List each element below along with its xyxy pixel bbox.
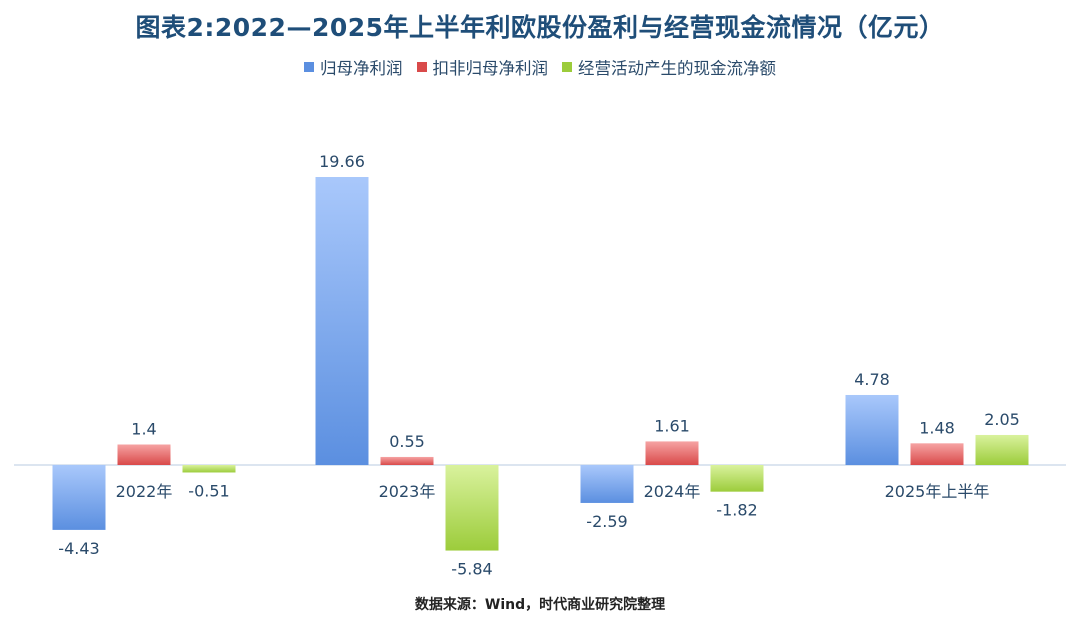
legend-swatch-operating-cash-flow: [562, 62, 572, 72]
data-label-series-1-category-0: 1.4: [131, 419, 156, 438]
data-label-series-1-category-3: 1.48: [919, 418, 955, 437]
data-label-series-1-category-1: 0.55: [389, 432, 425, 451]
bar-series-2-category-1: [445, 465, 499, 551]
chart-legend: 归母净利润 扣非归母净利润 经营活动产生的现金流净额: [0, 55, 1080, 79]
bar-series-1-category-2: [645, 441, 699, 465]
legend-swatch-net-profit: [304, 62, 314, 72]
legend-item-deducted-net-profit: 扣非归母净利润: [416, 55, 549, 79]
category-label-1: 2023年: [379, 482, 436, 501]
chart-title: 图表2:2022—2025年上半年利欧股份盈利与经营现金流情况（亿元）: [135, 13, 945, 42]
legend-label-operating-cash-flow: 经营活动产生的现金流净额: [578, 59, 776, 78]
bar-series-2-category-0: [182, 465, 236, 473]
bar-series-0-category-3: [845, 394, 899, 465]
data-label-series-0-category-3: 4.78: [854, 370, 890, 389]
data-label-series-0-category-1: 19.66: [319, 152, 365, 171]
legend-item-operating-cash-flow: 经营活动产生的现金流净额: [562, 55, 776, 79]
bar-series-1-category-1: [380, 456, 434, 465]
category-label-2: 2024年: [644, 482, 701, 501]
legend-label-net-profit: 归母净利润: [320, 59, 403, 78]
data-label-series-2-category-1: -5.84: [451, 560, 492, 579]
bar-series-0-category-1: [315, 177, 369, 465]
data-label-series-2-category-0: -0.51: [188, 481, 229, 500]
legend-item-net-profit: 归母净利润: [304, 55, 403, 79]
legend-swatch-deducted-net-profit: [416, 62, 427, 72]
bar-series-2-category-3: [975, 434, 1029, 465]
bar-series-0-category-0: [52, 465, 106, 530]
data-label-series-0-category-0: -4.43: [58, 539, 99, 558]
data-label-series-1-category-2: 1.61: [654, 416, 690, 435]
legend-label-deducted-net-profit: 扣非归母净利润: [432, 59, 549, 78]
bar-series-1-category-3: [910, 443, 964, 465]
category-label-3: 2025年上半年: [885, 482, 990, 501]
data-label-series-2-category-2: -1.82: [716, 501, 757, 520]
data-label-series-0-category-2: -2.59: [586, 512, 627, 531]
bar-series-2-category-2: [710, 465, 764, 492]
bar-series-1-category-0: [117, 444, 171, 465]
bar-series-0-category-2: [580, 465, 634, 503]
category-label-0: 2022年: [116, 482, 173, 501]
data-label-series-2-category-3: 2.05: [984, 410, 1020, 429]
source-note: 数据来源：Wind，时代商业研究院整理: [414, 597, 666, 613]
